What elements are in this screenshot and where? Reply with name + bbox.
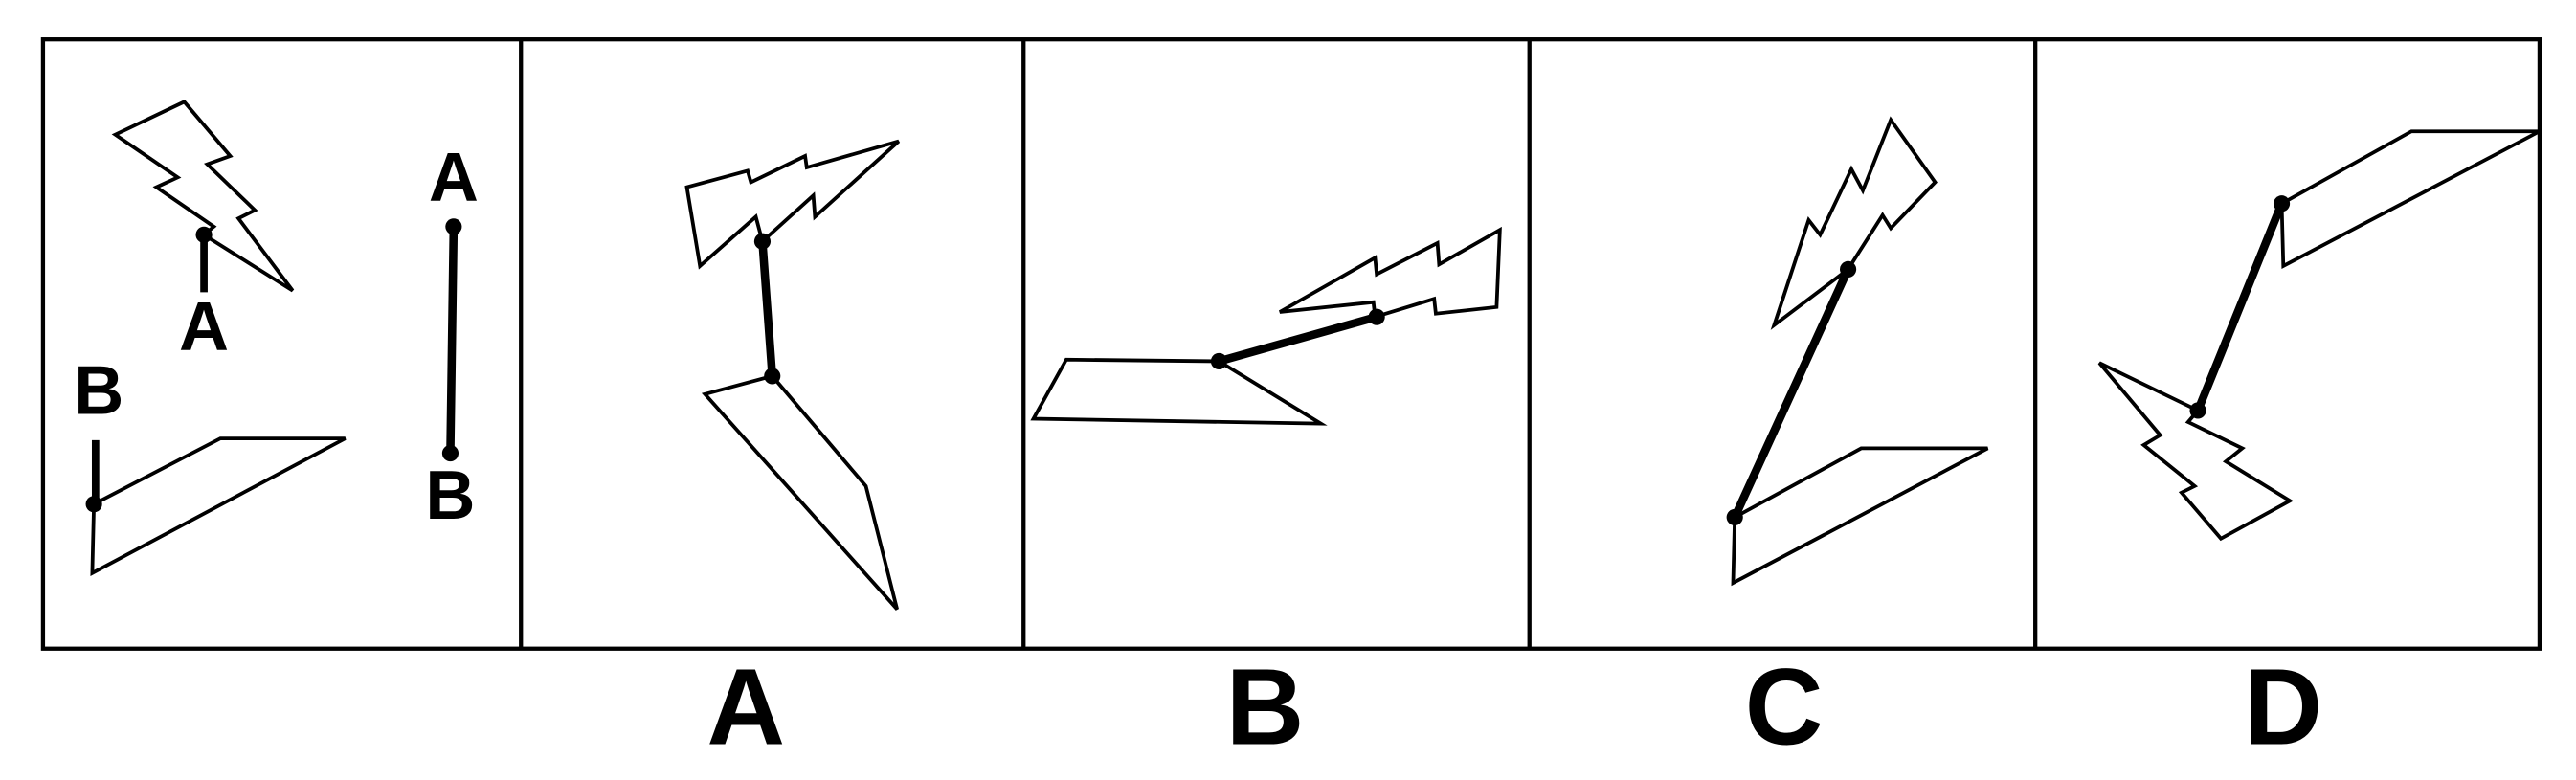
question-point-b xyxy=(85,496,102,513)
option-b-parallelogram-shape xyxy=(1030,357,1328,426)
option-a-parallelogram-shape xyxy=(701,373,899,611)
option-c-point-1 xyxy=(1840,260,1857,278)
question-point-a xyxy=(195,226,213,243)
panel-frame xyxy=(40,37,2542,651)
option-a-bolt-shape xyxy=(684,139,901,270)
question-point-b-label: B xyxy=(74,352,123,429)
question-segment-end-a xyxy=(445,218,462,235)
option-a-point-2 xyxy=(764,368,781,385)
option-b-point-1 xyxy=(1210,352,1228,370)
question-bolt-shape xyxy=(111,100,295,293)
question-point-a-label: A xyxy=(179,288,229,365)
question-parallelogram-shape xyxy=(90,436,347,576)
option-d-point-2 xyxy=(2189,402,2206,419)
option-b-bolt-shape xyxy=(1278,226,1502,320)
question-segment xyxy=(446,222,459,457)
option-c-connector xyxy=(1730,265,1852,522)
question-panel: A B A B xyxy=(74,100,479,576)
option-d-point-1 xyxy=(2273,195,2291,212)
option-a-connector xyxy=(758,236,777,381)
option-a-panel[interactable] xyxy=(684,139,901,611)
option-b-panel[interactable] xyxy=(1030,226,1502,426)
question-segment-label-a: A xyxy=(429,139,479,215)
question-segment-end-b xyxy=(441,444,459,462)
option-d-panel[interactable] xyxy=(2097,129,2541,542)
option-b-point-2 xyxy=(1368,308,1385,325)
question-segment-label-b: B xyxy=(425,457,475,534)
option-d-parallelogram-shape xyxy=(2279,129,2541,270)
option-b-connector xyxy=(1215,312,1381,366)
option-c-label[interactable]: C xyxy=(1745,645,1824,767)
option-d-bolt-shape xyxy=(2097,361,2294,542)
option-c-panel[interactable] xyxy=(1726,116,1989,587)
option-c-bolt-shape xyxy=(1770,116,1938,330)
option-a-label[interactable]: A xyxy=(706,645,785,767)
option-c-parallelogram-shape xyxy=(1731,446,1989,587)
option-d-label[interactable]: D xyxy=(2244,645,2322,767)
option-b-label[interactable]: B xyxy=(1226,645,1305,767)
option-a-point-1 xyxy=(753,233,772,250)
option-d-connector xyxy=(2193,199,2286,415)
option-c-point-2 xyxy=(1726,508,1743,526)
